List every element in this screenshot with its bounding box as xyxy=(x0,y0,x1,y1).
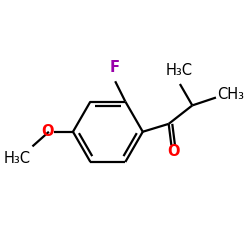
Text: CH₃: CH₃ xyxy=(217,87,244,102)
Text: H₃C: H₃C xyxy=(4,151,31,166)
Text: O: O xyxy=(41,124,54,139)
Text: H₃C: H₃C xyxy=(165,63,192,78)
Text: F: F xyxy=(110,60,120,76)
Text: O: O xyxy=(167,144,179,159)
